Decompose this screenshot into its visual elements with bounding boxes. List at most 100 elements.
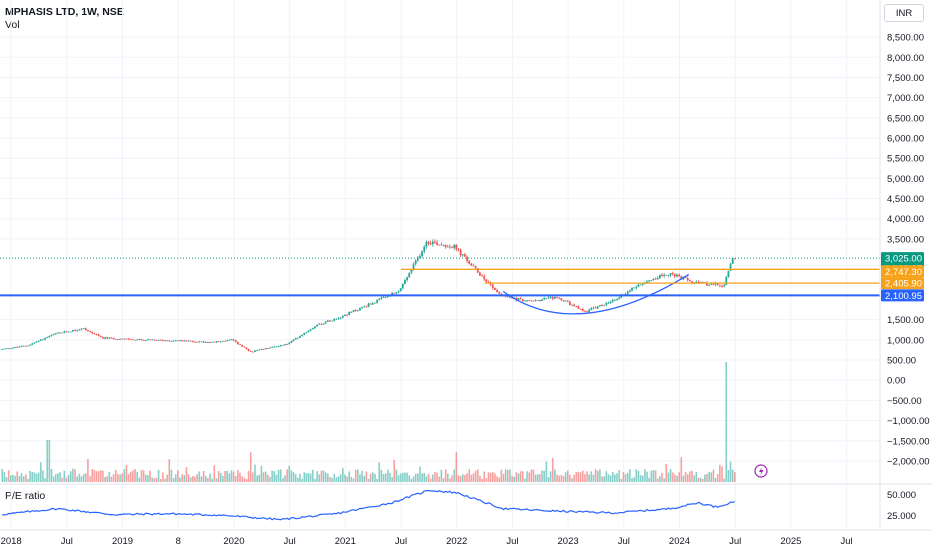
volume-bar bbox=[78, 473, 81, 482]
volume-bar bbox=[626, 472, 629, 482]
symbol-title[interactable]: MPHASIS LTD, 1W, NSE bbox=[5, 6, 124, 18]
price-badge-label: 2,405.90 bbox=[885, 279, 922, 290]
volume-bar bbox=[127, 474, 130, 482]
candle-body bbox=[35, 341, 38, 343]
volume-bar bbox=[517, 473, 520, 482]
candle-body bbox=[468, 260, 471, 264]
candle-body bbox=[78, 329, 81, 331]
candle-body bbox=[534, 300, 537, 301]
volume-bar bbox=[481, 478, 483, 482]
pe-ratio-label[interactable]: P/E ratio bbox=[5, 490, 46, 502]
volume-label[interactable]: Vol bbox=[5, 19, 20, 31]
volume-bar bbox=[211, 478, 213, 482]
volume-bar bbox=[279, 469, 282, 482]
candle-body bbox=[431, 241, 434, 245]
candle-body bbox=[489, 283, 492, 285]
volume-bar bbox=[691, 470, 693, 482]
volume-bar bbox=[365, 471, 368, 482]
candle-body bbox=[352, 310, 355, 312]
lightning-icon-bolt bbox=[759, 467, 764, 476]
candle-body bbox=[673, 273, 676, 277]
volume-bar bbox=[286, 469, 288, 482]
candle-body bbox=[412, 264, 415, 270]
candle-body bbox=[99, 335, 102, 338]
candle-body bbox=[414, 260, 417, 265]
candle-body bbox=[239, 344, 241, 346]
time-axis[interactable]: 2018 Jul 2019 8 2020 Jul 2021 Jul 2022 Jul 2023 Jul… bbox=[0, 529, 932, 547]
candle-body bbox=[406, 277, 408, 281]
lightning-icon[interactable] bbox=[754, 464, 768, 478]
volume-bar bbox=[189, 477, 192, 482]
candle-body bbox=[729, 263, 732, 271]
candle-body bbox=[57, 332, 59, 334]
candle-body bbox=[554, 297, 556, 299]
volume-bar bbox=[18, 475, 21, 482]
candle-body bbox=[198, 341, 201, 343]
candle-body bbox=[479, 272, 481, 276]
candle-body bbox=[354, 310, 357, 312]
candle-body bbox=[42, 339, 44, 341]
candle-body bbox=[549, 297, 552, 298]
volume-bar bbox=[348, 471, 351, 482]
volume-bar bbox=[609, 475, 612, 482]
candle-body bbox=[76, 330, 79, 331]
candle-body bbox=[618, 297, 621, 300]
volume-bar bbox=[425, 476, 428, 482]
volume-bar bbox=[526, 471, 528, 482]
candle-body bbox=[44, 337, 46, 340]
volume-bar bbox=[378, 462, 381, 482]
volume-bar bbox=[27, 478, 29, 482]
candle-body bbox=[384, 296, 387, 298]
volume-bar bbox=[483, 471, 486, 482]
volume-bar bbox=[153, 478, 156, 482]
volume-bar bbox=[215, 478, 218, 482]
volume-bar bbox=[644, 469, 646, 482]
volume-bar bbox=[389, 472, 391, 482]
volume-bar bbox=[339, 474, 342, 482]
volume-bar bbox=[680, 457, 683, 482]
volume-bar bbox=[539, 474, 541, 482]
candle-body bbox=[543, 298, 546, 300]
candle-body bbox=[292, 339, 295, 341]
volume-bar bbox=[183, 475, 186, 482]
volume-bar bbox=[476, 469, 479, 482]
volume-bar bbox=[599, 469, 601, 482]
candle-body bbox=[684, 277, 687, 279]
volume-bar bbox=[288, 465, 291, 482]
candle-body bbox=[108, 337, 111, 339]
volume-bar bbox=[125, 464, 128, 482]
candle-body bbox=[97, 334, 100, 336]
candle-body bbox=[52, 333, 55, 336]
candle-body bbox=[556, 297, 558, 298]
volume-bar bbox=[262, 472, 265, 482]
candle-body bbox=[284, 344, 286, 346]
candle-body bbox=[359, 307, 361, 311]
candle-body bbox=[89, 330, 91, 332]
volume-bar bbox=[344, 474, 346, 482]
candle-body bbox=[174, 340, 177, 342]
volume-bar bbox=[3, 471, 6, 482]
volume-bar bbox=[37, 472, 40, 482]
volume-bar bbox=[329, 476, 331, 482]
volume-bar bbox=[282, 478, 284, 482]
volume-bar bbox=[689, 471, 691, 482]
candle-body bbox=[286, 344, 289, 345]
candle-body bbox=[519, 298, 522, 300]
price-tick-label: 5,500.00 bbox=[887, 154, 924, 165]
price-axis[interactable]: 8,500.00 8,000.00 7,500.00 7,000.00 6,500.00… bbox=[879, 0, 930, 530]
time-tick-label: 2020 bbox=[223, 536, 244, 547]
candle-body bbox=[733, 258, 736, 260]
candle-body bbox=[588, 309, 591, 312]
candle-body bbox=[459, 249, 462, 256]
candle-body bbox=[727, 270, 730, 277]
candle-body bbox=[498, 292, 501, 294]
volume-bar bbox=[117, 474, 119, 482]
candle-body bbox=[532, 300, 535, 302]
volume-bar bbox=[502, 473, 505, 482]
volume-bar bbox=[316, 471, 318, 482]
currency-button[interactable]: INR bbox=[884, 4, 924, 22]
candle-body bbox=[380, 297, 383, 299]
candle-body bbox=[376, 299, 379, 303]
candle-body bbox=[521, 298, 524, 302]
